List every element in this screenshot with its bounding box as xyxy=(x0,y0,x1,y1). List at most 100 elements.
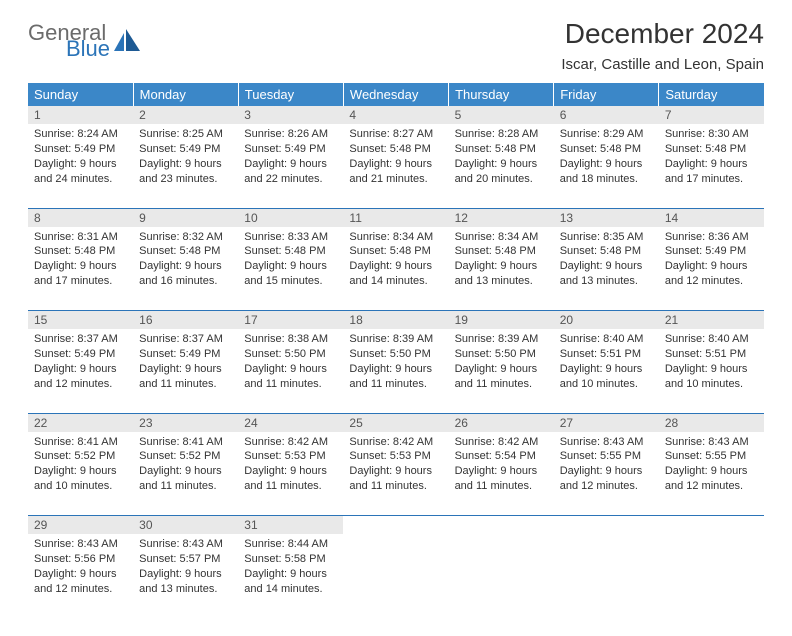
sunset-line: Sunset: 5:50 PM xyxy=(349,347,442,362)
daylight-line: Daylight: 9 hours and 13 minutes. xyxy=(560,259,653,289)
daylight-line: Daylight: 9 hours and 10 minutes. xyxy=(665,362,758,392)
day-cell: Sunrise: 8:28 AMSunset: 5:48 PMDaylight:… xyxy=(449,124,554,208)
day-cell-body: Sunrise: 8:36 AMSunset: 5:49 PMDaylight:… xyxy=(659,227,764,295)
day-cell-body: Sunrise: 8:29 AMSunset: 5:48 PMDaylight:… xyxy=(554,124,659,192)
weekday-header: Saturday xyxy=(659,83,764,106)
day-number-cell: 6 xyxy=(554,106,659,124)
sunrise-line: Sunrise: 8:41 AM xyxy=(34,435,127,450)
sunrise-line: Sunrise: 8:26 AM xyxy=(244,127,337,142)
day-cell-body: Sunrise: 8:41 AMSunset: 5:52 PMDaylight:… xyxy=(133,432,238,500)
day-number-cell: 17 xyxy=(238,311,343,330)
sunrise-line: Sunrise: 8:27 AM xyxy=(349,127,442,142)
day-number-row: 891011121314 xyxy=(28,208,764,227)
calendar-page: General Blue December 2024 Iscar, Castil… xyxy=(0,0,792,636)
daylight-line: Daylight: 9 hours and 17 minutes. xyxy=(665,157,758,187)
sunrise-line: Sunrise: 8:43 AM xyxy=(34,537,127,552)
day-number-cell: 23 xyxy=(133,413,238,432)
day-cell-body: Sunrise: 8:31 AMSunset: 5:48 PMDaylight:… xyxy=(28,227,133,295)
day-cell-body: Sunrise: 8:39 AMSunset: 5:50 PMDaylight:… xyxy=(449,329,554,397)
day-cell: Sunrise: 8:25 AMSunset: 5:49 PMDaylight:… xyxy=(133,124,238,208)
sunrise-line: Sunrise: 8:28 AM xyxy=(455,127,548,142)
daylight-line: Daylight: 9 hours and 24 minutes. xyxy=(34,157,127,187)
day-number-cell: 9 xyxy=(133,208,238,227)
sunrise-line: Sunrise: 8:39 AM xyxy=(349,332,442,347)
daylight-line: Daylight: 9 hours and 17 minutes. xyxy=(34,259,127,289)
day-cell: Sunrise: 8:33 AMSunset: 5:48 PMDaylight:… xyxy=(238,227,343,311)
sunset-line: Sunset: 5:52 PM xyxy=(34,449,127,464)
day-cell-body: Sunrise: 8:24 AMSunset: 5:49 PMDaylight:… xyxy=(28,124,133,192)
daylight-line: Daylight: 9 hours and 21 minutes. xyxy=(349,157,442,187)
day-number-cell: 3 xyxy=(238,106,343,124)
day-cell: Sunrise: 8:30 AMSunset: 5:48 PMDaylight:… xyxy=(659,124,764,208)
sunset-line: Sunset: 5:50 PM xyxy=(455,347,548,362)
sunset-line: Sunset: 5:57 PM xyxy=(139,552,232,567)
sunrise-line: Sunrise: 8:43 AM xyxy=(560,435,653,450)
day-cell: Sunrise: 8:27 AMSunset: 5:48 PMDaylight:… xyxy=(343,124,448,208)
day-cell: Sunrise: 8:34 AMSunset: 5:48 PMDaylight:… xyxy=(343,227,448,311)
sunrise-line: Sunrise: 8:44 AM xyxy=(244,537,337,552)
daylight-line: Daylight: 9 hours and 14 minutes. xyxy=(349,259,442,289)
day-cell-body: Sunrise: 8:42 AMSunset: 5:54 PMDaylight:… xyxy=(449,432,554,500)
logo-text-blue: Blue xyxy=(66,38,110,60)
weekday-header: Thursday xyxy=(449,83,554,106)
day-cell: Sunrise: 8:41 AMSunset: 5:52 PMDaylight:… xyxy=(133,432,238,516)
daylight-line: Daylight: 9 hours and 23 minutes. xyxy=(139,157,232,187)
day-cell: Sunrise: 8:38 AMSunset: 5:50 PMDaylight:… xyxy=(238,329,343,413)
weekday-header-row: Sunday Monday Tuesday Wednesday Thursday… xyxy=(28,83,764,106)
day-number-cell: 13 xyxy=(554,208,659,227)
sunset-line: Sunset: 5:55 PM xyxy=(560,449,653,464)
day-number-cell: 1 xyxy=(28,106,133,124)
day-number-cell: 12 xyxy=(449,208,554,227)
daylight-line: Daylight: 9 hours and 11 minutes. xyxy=(349,464,442,494)
sunset-line: Sunset: 5:51 PM xyxy=(560,347,653,362)
daylight-line: Daylight: 9 hours and 12 minutes. xyxy=(34,567,127,597)
daylight-line: Daylight: 9 hours and 12 minutes. xyxy=(560,464,653,494)
sunrise-line: Sunrise: 8:32 AM xyxy=(139,230,232,245)
day-cell xyxy=(554,534,659,618)
day-cell: Sunrise: 8:26 AMSunset: 5:49 PMDaylight:… xyxy=(238,124,343,208)
sunrise-line: Sunrise: 8:43 AM xyxy=(665,435,758,450)
daylight-line: Daylight: 9 hours and 11 minutes. xyxy=(139,362,232,392)
weekday-header: Sunday xyxy=(28,83,133,106)
sunrise-line: Sunrise: 8:41 AM xyxy=(139,435,232,450)
day-number-cell: 19 xyxy=(449,311,554,330)
sunrise-line: Sunrise: 8:38 AM xyxy=(244,332,337,347)
month-title: December 2024 xyxy=(561,18,764,50)
day-cell-body: Sunrise: 8:40 AMSunset: 5:51 PMDaylight:… xyxy=(659,329,764,397)
sunset-line: Sunset: 5:48 PM xyxy=(139,244,232,259)
weekday-header: Tuesday xyxy=(238,83,343,106)
sunset-line: Sunset: 5:48 PM xyxy=(34,244,127,259)
day-cell: Sunrise: 8:40 AMSunset: 5:51 PMDaylight:… xyxy=(659,329,764,413)
day-cell-body: Sunrise: 8:27 AMSunset: 5:48 PMDaylight:… xyxy=(343,124,448,192)
weekday-header: Monday xyxy=(133,83,238,106)
location: Iscar, Castille and Leon, Spain xyxy=(561,56,764,73)
day-cell-body: Sunrise: 8:34 AMSunset: 5:48 PMDaylight:… xyxy=(449,227,554,295)
sunset-line: Sunset: 5:50 PM xyxy=(244,347,337,362)
sunset-line: Sunset: 5:48 PM xyxy=(560,142,653,157)
sunrise-line: Sunrise: 8:43 AM xyxy=(139,537,232,552)
sunset-line: Sunset: 5:58 PM xyxy=(244,552,337,567)
sunset-line: Sunset: 5:51 PM xyxy=(665,347,758,362)
day-number-cell: 2 xyxy=(133,106,238,124)
sunset-line: Sunset: 5:49 PM xyxy=(139,142,232,157)
sunset-line: Sunset: 5:49 PM xyxy=(244,142,337,157)
sunrise-line: Sunrise: 8:42 AM xyxy=(349,435,442,450)
day-cell-body: Sunrise: 8:43 AMSunset: 5:57 PMDaylight:… xyxy=(133,534,238,602)
daylight-line: Daylight: 9 hours and 12 minutes. xyxy=(665,464,758,494)
day-number-cell: 14 xyxy=(659,208,764,227)
daylight-line: Daylight: 9 hours and 12 minutes. xyxy=(34,362,127,392)
day-cell-body: Sunrise: 8:42 AMSunset: 5:53 PMDaylight:… xyxy=(238,432,343,500)
sunset-line: Sunset: 5:49 PM xyxy=(665,244,758,259)
day-cell: Sunrise: 8:41 AMSunset: 5:52 PMDaylight:… xyxy=(28,432,133,516)
day-cell: Sunrise: 8:43 AMSunset: 5:56 PMDaylight:… xyxy=(28,534,133,618)
sunset-line: Sunset: 5:48 PM xyxy=(455,244,548,259)
daylight-line: Daylight: 9 hours and 20 minutes. xyxy=(455,157,548,187)
daylight-line: Daylight: 9 hours and 22 minutes. xyxy=(244,157,337,187)
daylight-line: Daylight: 9 hours and 12 minutes. xyxy=(665,259,758,289)
sunrise-line: Sunrise: 8:24 AM xyxy=(34,127,127,142)
day-number-cell: 18 xyxy=(343,311,448,330)
day-content-row: Sunrise: 8:43 AMSunset: 5:56 PMDaylight:… xyxy=(28,534,764,618)
sunrise-line: Sunrise: 8:37 AM xyxy=(139,332,232,347)
day-cell-body: Sunrise: 8:44 AMSunset: 5:58 PMDaylight:… xyxy=(238,534,343,602)
day-cell: Sunrise: 8:44 AMSunset: 5:58 PMDaylight:… xyxy=(238,534,343,618)
